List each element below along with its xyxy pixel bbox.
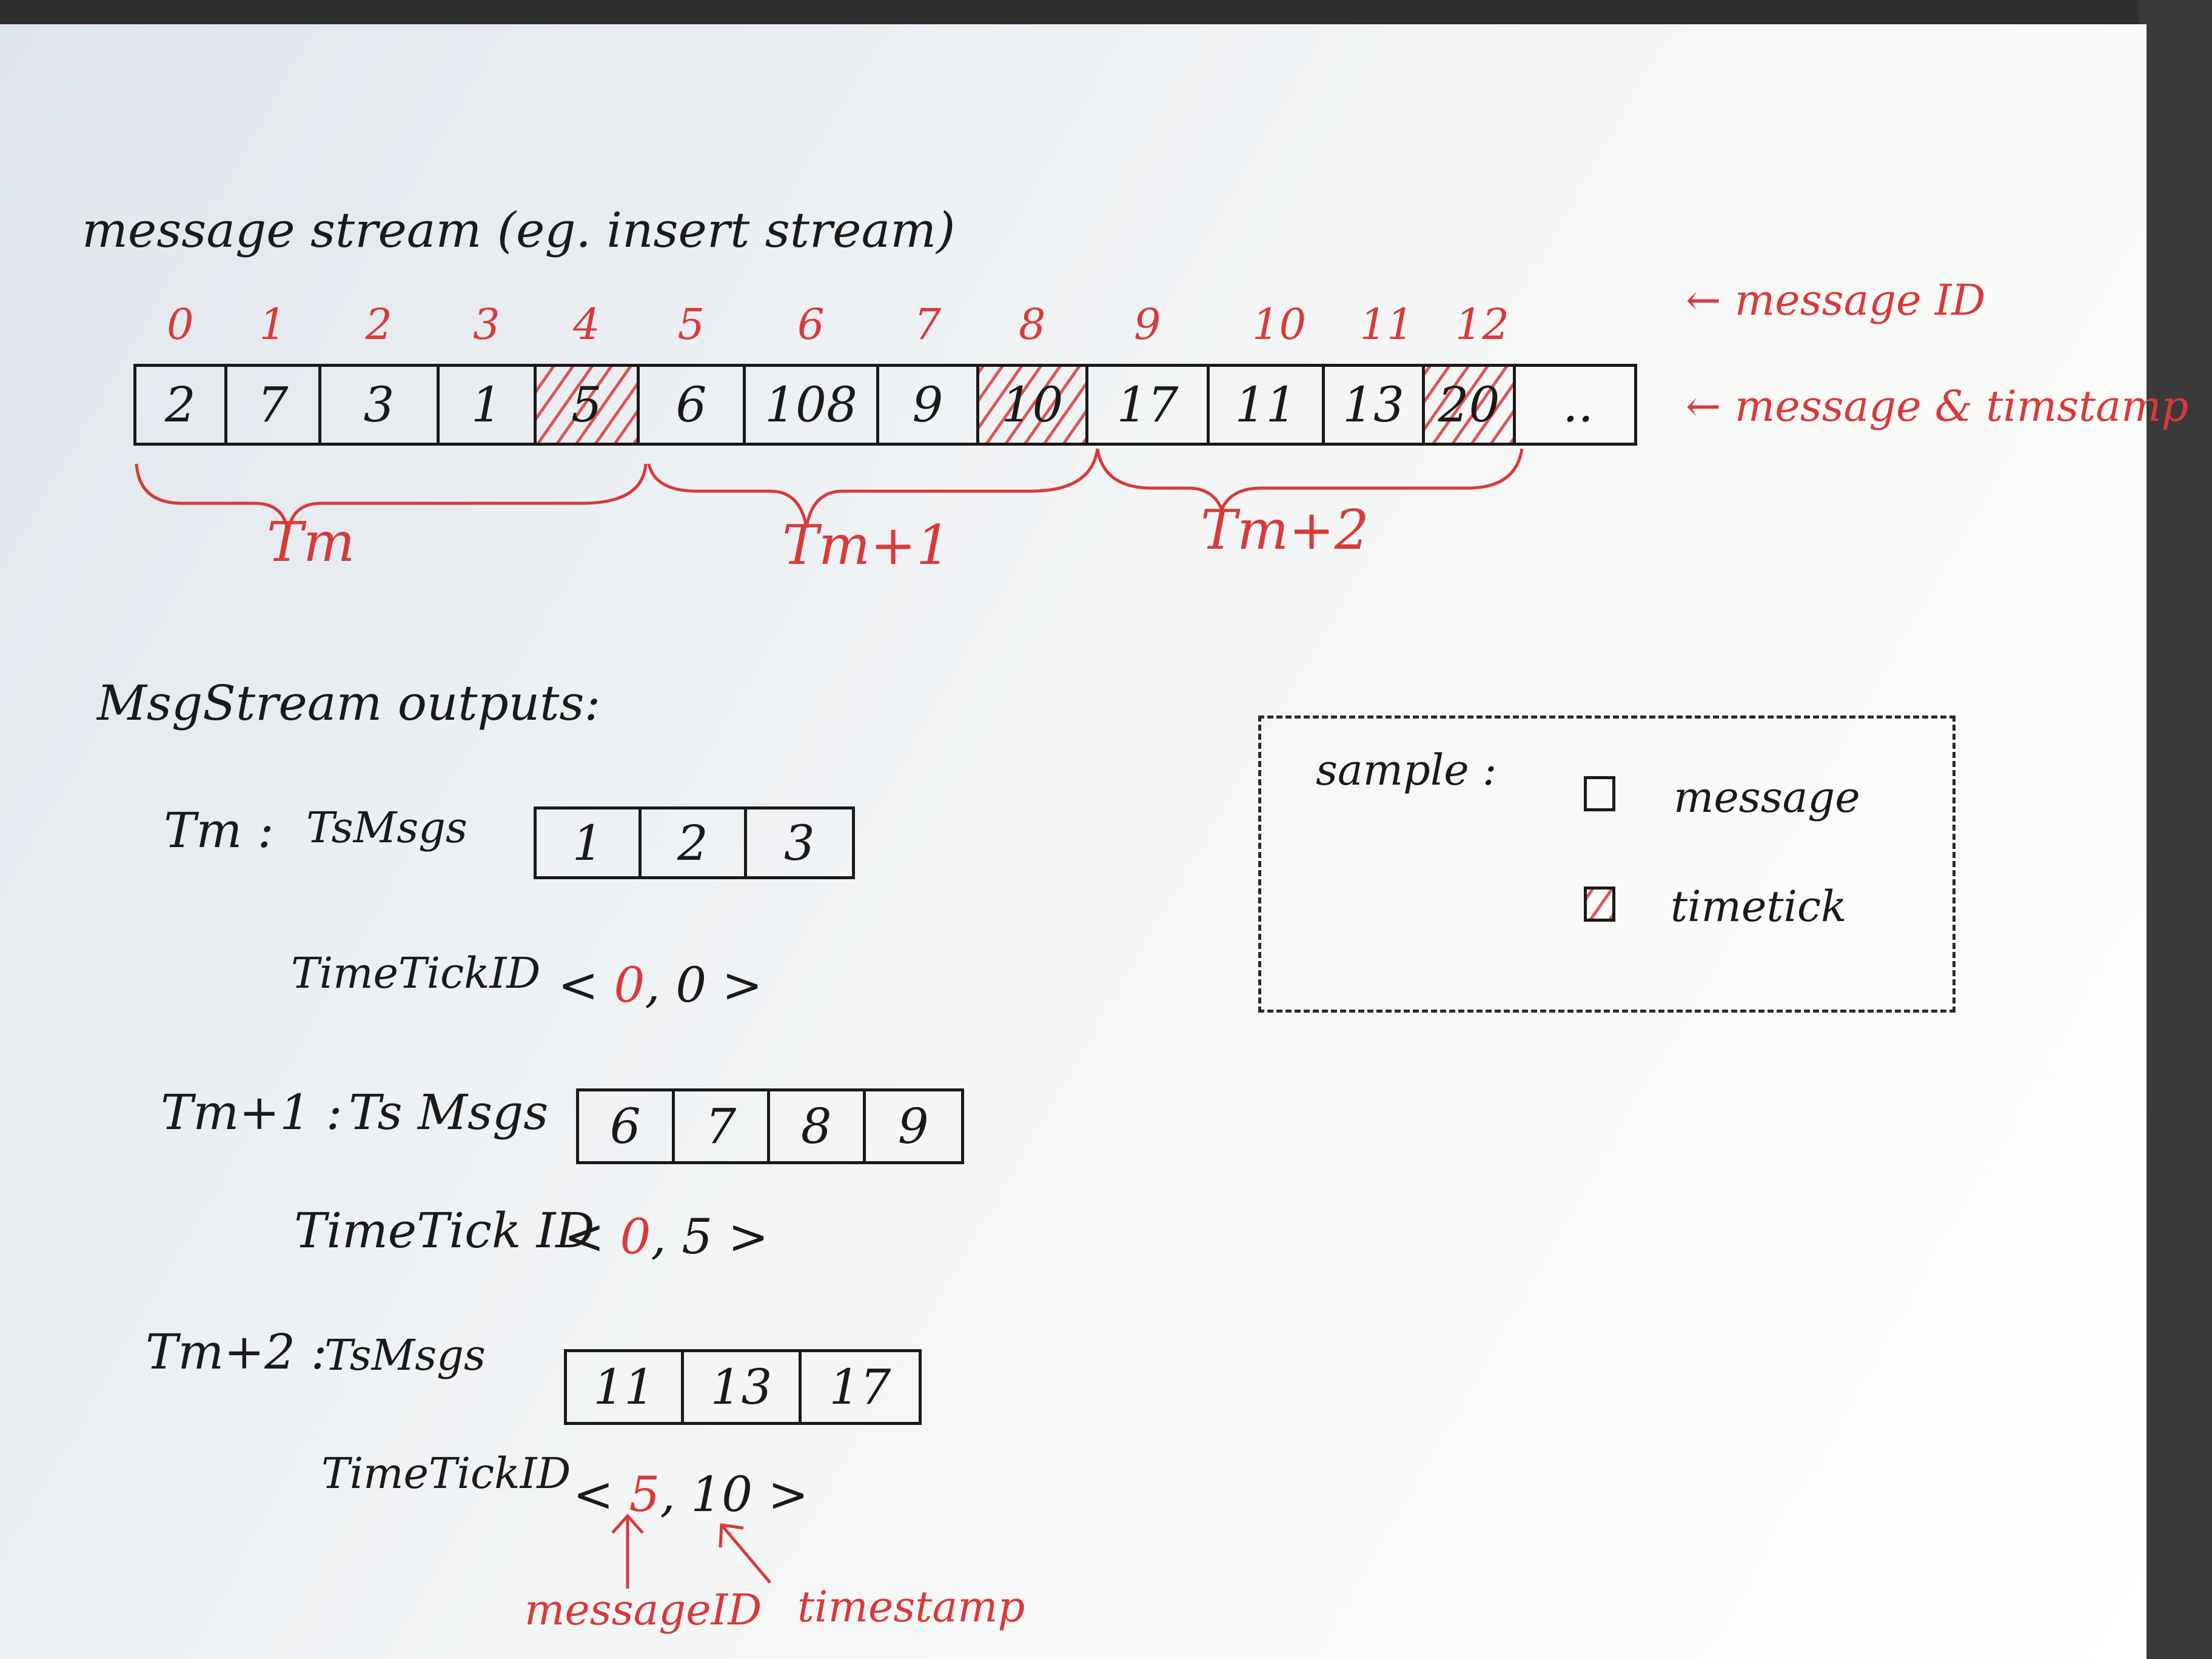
message-id: 11 [1359,300,1414,349]
group-braces [135,448,1524,534]
tick-id: 5 [629,1466,660,1523]
tsmsg-cell: 13 [684,1352,802,1422]
brace-tm1 [647,448,1099,528]
message-id: 1 [259,300,287,349]
tick-ts: 10 [691,1466,753,1523]
legend-message-label: message [1674,773,1860,822]
timetick-label-tm1: TimeTick ID [294,1202,595,1259]
stream-cell: 108 [746,367,879,443]
annotation-arrows [611,1513,771,1589]
tsmsg-cell: 3 [783,814,815,871]
tsmsg-cell: 6 [579,1091,675,1161]
block-label-tm2: Tm+2 : [146,1324,327,1380]
message-id: 0 [167,300,194,349]
legend-box [1258,716,1956,1013]
block-label-tm1: Tm+1 : [161,1084,343,1141]
tsmsg-cell: 1 [537,809,642,876]
block-label-tm: Tm : [164,802,274,859]
group-label-tm2: Tm+2 [1201,498,1370,562]
tsmsg-cell: 8 [770,1091,866,1161]
stream-cell: 13 [1325,367,1425,443]
tick-sep: , [660,1466,675,1523]
tick-close: > [722,957,763,1013]
tsmsgs-strip-tm2: 11 13 17 [564,1349,922,1425]
message-id-label-text: message ID [1734,275,1986,325]
stream-cell: 11 [1210,367,1325,443]
tick-close: > [768,1466,809,1523]
tick-close: > [728,1208,769,1265]
message-id: 2 [365,300,393,349]
timetick-value-tm2: < 5, 10 > [573,1470,809,1519]
stream-cell-timetick: 10 [979,367,1088,443]
legend-message-square [1584,776,1615,811]
tsmsgs-label-tm1: Ts Msgs [349,1084,549,1141]
message-id: 9 [1134,300,1161,349]
legend-title: sample : [1316,745,1497,795]
tsmsg-cell: 7 [675,1091,770,1161]
arrow-up-left-icon [719,1523,771,1584]
tick-sep: , [645,957,660,1013]
timetick-value-tm: < 0, 0 > [558,961,763,1010]
arrow-left-icon: ← [1686,381,1735,431]
group-label-tm1: Tm+1 [782,514,951,577]
stream-cell: 3 [321,367,440,443]
tick-ts: 0 [675,957,707,1013]
stream-cell: 17 [1088,367,1210,443]
tick-ts: 5 [682,1208,713,1265]
stream-cell: 2 [136,367,227,443]
message-id-label: ← message ID [1686,279,1986,321]
annotation-message-id: messageID [525,1585,762,1635]
message-stream-strip: 2 7 3 1 5 6 108 9 10 17 11 13 20.. [133,364,1637,446]
legend-timetick-square [1584,886,1615,922]
legend-timetick-label: timetick [1671,882,1847,931]
stream-cell-timetick: 5 [537,367,640,443]
annotation-timestamp: timestamp [797,1582,1025,1632]
timetick-value-tm1: < 0, 5 > [564,1213,769,1261]
arrow-left-icon: ← [1686,275,1735,325]
timetick-label-tm: TimeTickID [291,948,541,998]
message-id: 8 [1019,300,1046,349]
tsmsgs-label-tm2: TsMsgs [324,1330,486,1380]
tsmsg-cell: 2 [642,809,747,876]
stream-cell: 6 [640,367,746,443]
timetick-label-tm2: TimeTickID [321,1449,571,1498]
tick-open: < [558,957,599,1013]
message-timestamp-label-text: message & timstamp [1734,381,2189,431]
group-label-tm: Tm [267,511,355,574]
tick-open: < [573,1466,614,1523]
message-id: 7 [914,300,942,349]
stream-cell-timetick: 20 [1425,367,1516,443]
tick-id: 0 [614,957,645,1013]
stream-cell: 9 [879,367,979,443]
stream-cell: 1 [440,367,537,443]
message-id: 6 [797,300,825,349]
background-right [2139,0,2212,1659]
message-id: 10 [1252,300,1307,349]
tsmsg-cell: 9 [897,1098,929,1155]
message-id: 4 [573,300,600,349]
outputs-heading: MsgStream outputs: [97,675,601,731]
tick-open: < [564,1208,605,1265]
arrow-up-icon [611,1513,644,1589]
brace-tm [135,463,648,534]
message-timestamp-label: ← message & timstamp [1686,385,2188,427]
tsmsg-cell: 11 [567,1352,685,1422]
tick-sep: , [651,1208,666,1265]
brace-tm2 [1096,448,1524,514]
stream-cell: 7 [227,367,321,443]
message-id: 12 [1455,300,1510,349]
tsmsgs-label-tm: TsMsgs [306,803,468,853]
diagram-title: message stream (eg. insert stream) [82,202,956,258]
message-id: 5 [677,300,705,349]
tsmsg-cell: 17 [829,1359,891,1415]
message-id: 3 [473,300,500,349]
tick-id: 0 [620,1208,651,1265]
stream-cell: .. [1563,377,1594,433]
